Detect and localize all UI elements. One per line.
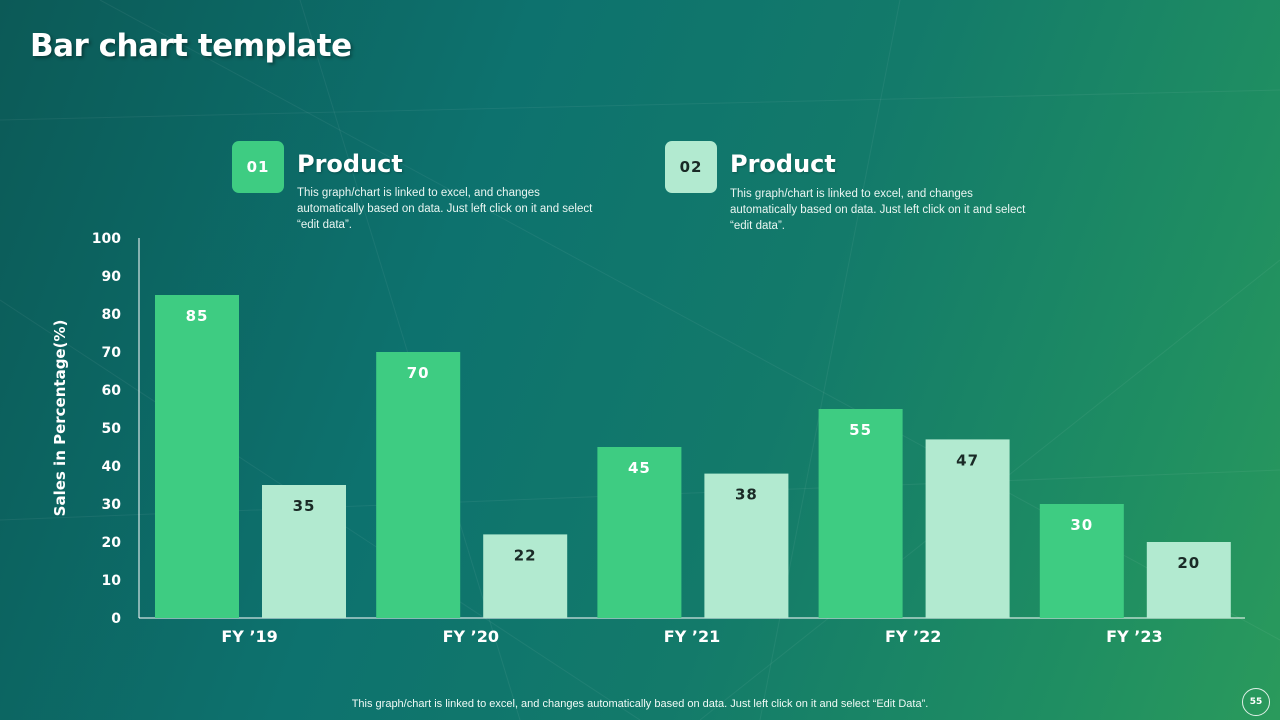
y-tick-label: 90 — [102, 269, 122, 285]
x-tick-label: FY ’23 — [1106, 627, 1162, 646]
y-tick-label: 50 — [102, 421, 122, 437]
data-label: 85 — [186, 307, 209, 325]
data-label: 38 — [735, 486, 758, 504]
x-tick-label: FY ’21 — [664, 627, 720, 646]
y-tick-label: 20 — [102, 535, 122, 551]
bar-series1-1 — [155, 295, 239, 618]
y-tick-label: 40 — [102, 459, 122, 475]
legend-badge-02: 02 — [665, 141, 717, 193]
data-label: 70 — [407, 364, 430, 382]
bar-series1-5 — [1039, 504, 1124, 618]
page-title: Bar chart template — [30, 28, 352, 64]
legend-description-02: This graph/chart is linked to excel, and… — [730, 188, 1026, 232]
y-tick-label: 60 — [102, 383, 122, 399]
data-label: 45 — [628, 459, 651, 477]
bar-series1-4 — [818, 409, 903, 618]
bar-series2-2 — [483, 534, 568, 618]
data-label: 47 — [956, 451, 979, 469]
bar-series1-3 — [597, 447, 682, 618]
footer-note: This graph/chart is linked to excel, and… — [351, 698, 929, 710]
x-tick-label: FY ’20 — [443, 627, 499, 646]
y-tick-label: 10 — [102, 573, 122, 589]
data-label: 20 — [1177, 554, 1200, 572]
legend-badge-01: 01 — [232, 141, 284, 193]
y-tick-label: 100 — [92, 231, 121, 247]
data-label: 22 — [514, 546, 537, 564]
bar-series1-2 — [376, 352, 461, 618]
bar-series2-3 — [704, 473, 789, 618]
legend-title-01: Product — [297, 150, 403, 178]
legend-title-02: Product — [730, 150, 836, 178]
y-tick-label: 80 — [102, 307, 122, 323]
y-tick-label: 70 — [102, 345, 122, 361]
x-tick-label: FY ’22 — [885, 627, 941, 646]
bar-series2-4 — [925, 439, 1010, 618]
y-tick-label: 30 — [102, 497, 122, 513]
y-tick-label: 0 — [111, 611, 121, 627]
legend-description-01: This graph/chart is linked to excel, and… — [297, 187, 593, 231]
bar-series2-5 — [1146, 542, 1231, 618]
bar-series2-1 — [262, 485, 346, 618]
data-label: 30 — [1070, 516, 1093, 534]
data-label: 35 — [293, 497, 316, 515]
page-number: 55 — [1242, 688, 1270, 716]
x-tick-label: FY ’19 — [221, 627, 277, 646]
data-label: 55 — [849, 421, 872, 439]
